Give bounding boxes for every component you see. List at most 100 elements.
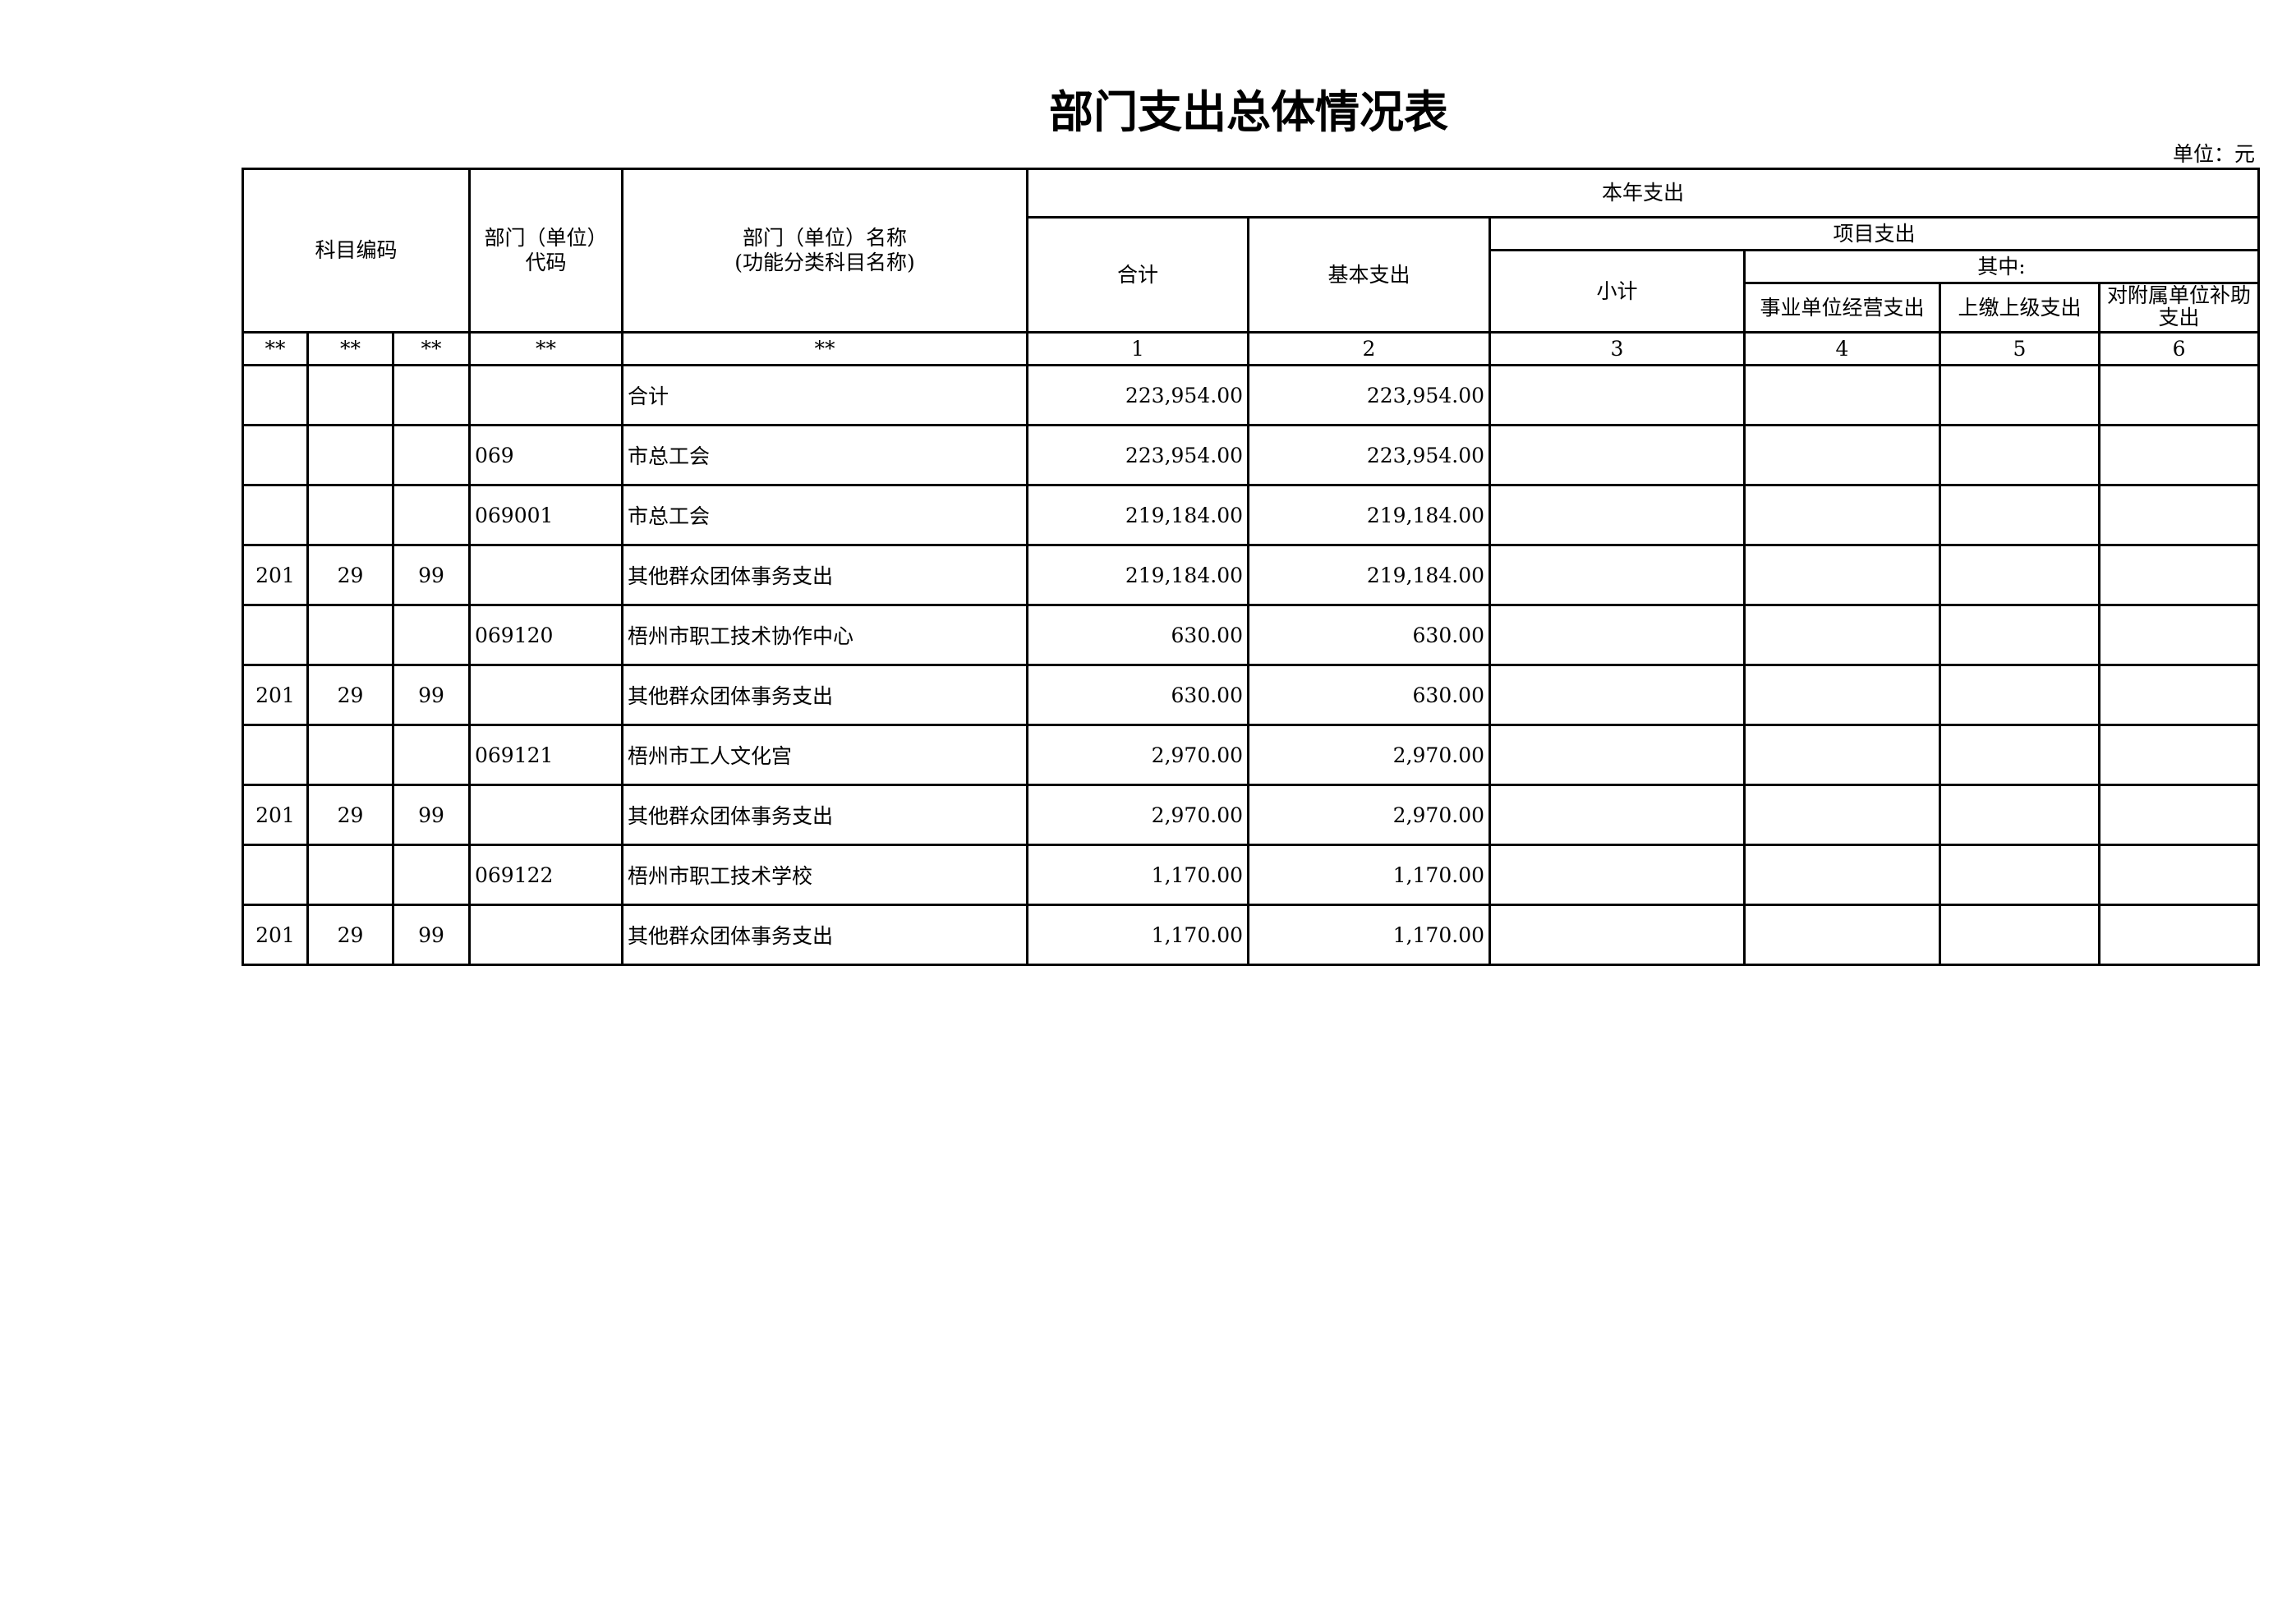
table-cell [392,724,471,786]
table-cell [1939,484,2100,546]
table-cell: 市总工会 [621,424,1028,486]
table-cell: 1,170.00 [1247,844,1491,906]
table-cell: 其他群众团体事务支出 [621,544,1028,606]
table-cell: 201 [242,784,309,846]
table-cell: 201 [242,904,309,966]
table-cell [392,604,471,666]
table-cell [1488,784,1746,846]
table-cell [2097,604,2261,666]
table-cell: 99 [392,664,471,726]
table-row: 合计 223,954.00 223,954.00 [242,364,2261,426]
table-cell: 069001 [468,484,623,546]
index-cell: 4 [1743,331,1941,366]
header-subsidy: 对附属单位补助支出 [2097,282,2261,334]
table-cell: 1,170.00 [1026,904,1249,966]
table-cell: 梧州市工人文化宫 [621,724,1028,786]
table-row: 069120 梧州市职工技术协作中心 630.00 630.00 [242,604,2261,666]
table-cell [242,484,309,546]
table-cell [1488,604,1746,666]
table-cell: 99 [392,904,471,966]
table-cell [1488,724,1746,786]
table-cell [468,544,623,606]
index-cell: ** [621,331,1028,366]
table-cell [468,664,623,726]
table-cell: 29 [306,784,394,846]
table-cell [2097,424,2261,486]
table-cell [1743,424,1941,486]
table-cell: 223,954.00 [1247,364,1491,426]
table-cell [468,364,623,426]
table-cell [306,424,394,486]
table-cell: 223,954.00 [1026,424,1249,486]
page-title: 部门支出总体情况表 [1049,86,1448,138]
table-cell [1743,364,1941,426]
table-cell [1743,784,1941,846]
table-cell [1488,664,1746,726]
table-row: 201 29 99 其他群众团体事务支出 2,970.00 2,970.00 [242,784,2261,846]
table-cell [1939,844,2100,906]
table-cell [392,424,471,486]
table-cell [306,604,394,666]
table-cell [1743,484,1941,546]
table-cell [1939,424,2100,486]
table-cell [242,844,309,906]
table-cell: 201 [242,664,309,726]
table-cell [1743,604,1941,666]
table-cell [468,784,623,846]
table-cell [1939,784,2100,846]
table-cell: 其他群众团体事务支出 [621,664,1028,726]
index-cell: 1 [1026,331,1249,366]
table-cell [1743,844,1941,906]
table-cell [1743,904,1941,966]
table-cell: 219,184.00 [1026,544,1249,606]
table-cell: 2,970.00 [1026,724,1249,786]
table-cell [1743,724,1941,786]
index-cell: 5 [1939,331,2100,366]
table-cell [2097,784,2261,846]
index-cell: ** [468,331,623,366]
table-cell [1939,904,2100,966]
table-cell: 630.00 [1247,604,1491,666]
table-cell: 219,184.00 [1247,544,1491,606]
table-cell [1939,604,2100,666]
index-cell: 3 [1488,331,1746,366]
table-cell: 2,970.00 [1247,724,1491,786]
table-cell [306,364,394,426]
table-cell [1939,364,2100,426]
table-cell: 1,170.00 [1026,844,1249,906]
table-row: 069 市总工会 223,954.00 223,954.00 [242,424,2261,486]
table-cell [2097,544,2261,606]
table-cell [1939,724,2100,786]
table-cell: 219,184.00 [1026,484,1249,546]
unit-label: 单位：元 [2172,142,2255,166]
header-dept-code: 部门（单位）代码 [468,168,623,334]
table-cell: 其他群众团体事务支出 [621,784,1028,846]
header-basic: 基本支出 [1247,216,1491,334]
table-cell: 069120 [468,604,623,666]
table-row: 069001 市总工会 219,184.00 219,184.00 [242,484,2261,546]
table-cell: 99 [392,784,471,846]
table-cell: 201 [242,544,309,606]
header-among: 其中: [1742,249,2261,284]
table-cell [1488,544,1746,606]
table-cell [306,484,394,546]
table-cell [1488,424,1746,486]
table-cell [1488,844,1746,906]
header-subject-code: 科目编码 [242,168,471,334]
table-cell [2097,844,2261,906]
table-cell [242,724,309,786]
index-cell: ** [306,331,394,366]
table-row: 069122 梧州市职工技术学校 1,170.00 1,170.00 [242,844,2261,906]
index-cell: ** [392,331,471,366]
table-cell [1488,484,1746,546]
table-cell: 219,184.00 [1247,484,1491,546]
table-row: 201 29 99 其他群众团体事务支出 219,184.00 219,184.00 [242,544,2261,606]
table-cell: 29 [306,664,394,726]
table-cell: 29 [306,544,394,606]
table-cell: 069121 [468,724,623,786]
table-cell: 069122 [468,844,623,906]
table-cell [2097,364,2261,426]
table-cell: 630.00 [1026,604,1249,666]
table-cell: 069 [468,424,623,486]
table-cell [1743,664,1941,726]
